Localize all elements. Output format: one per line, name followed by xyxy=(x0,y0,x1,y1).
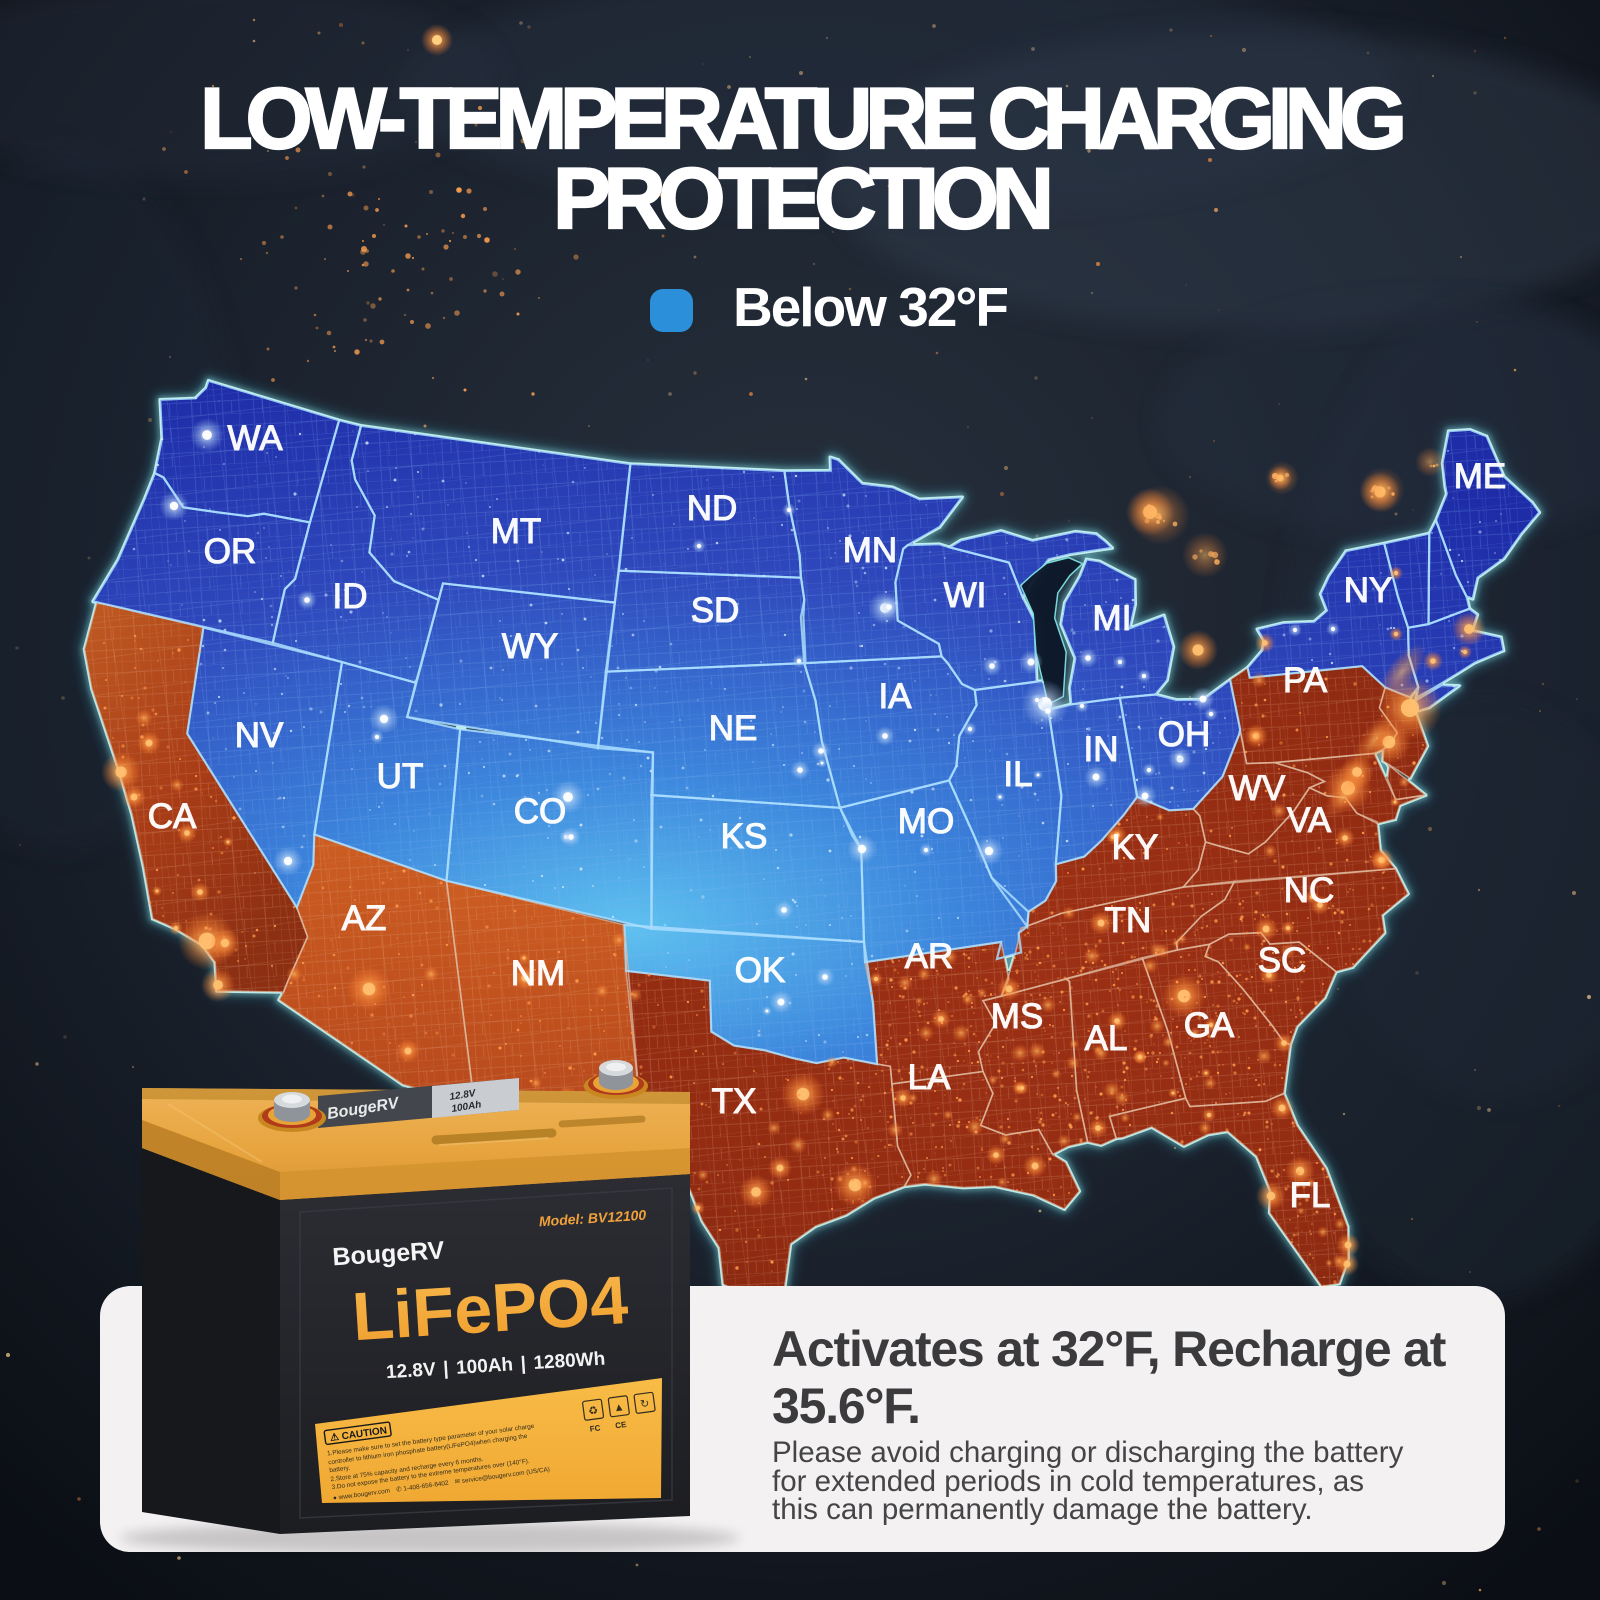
svg-text:ME: ME xyxy=(1454,457,1507,496)
svg-text:↻: ↻ xyxy=(639,1398,650,1411)
svg-text:AZ: AZ xyxy=(342,899,387,938)
svg-text:OR: OR xyxy=(204,532,257,571)
svg-text:PA: PA xyxy=(1283,661,1328,700)
svg-text:GA: GA xyxy=(1184,1006,1235,1045)
svg-text:SC: SC xyxy=(1258,941,1307,980)
svg-text:WA: WA xyxy=(227,419,283,458)
svg-text:WY: WY xyxy=(502,627,558,666)
svg-text:IN: IN xyxy=(1084,730,1119,769)
svg-text:VA: VA xyxy=(1287,801,1332,840)
svg-text:LA: LA xyxy=(908,1058,951,1097)
svg-text:CA: CA xyxy=(148,797,197,836)
svg-text:TN: TN xyxy=(1105,901,1152,940)
svg-text:FC: FC xyxy=(589,1423,601,1433)
svg-text:KS: KS xyxy=(721,817,768,856)
svg-text:AR: AR xyxy=(905,937,954,976)
svg-text:TX: TX xyxy=(712,1082,757,1121)
svg-text:100Ah: 100Ah xyxy=(451,1099,482,1115)
svg-text:KY: KY xyxy=(1112,828,1159,867)
svg-text:MO: MO xyxy=(898,802,954,841)
svg-text:MT: MT xyxy=(491,512,542,551)
svg-text:NY: NY xyxy=(1344,571,1393,610)
svg-text:AL: AL xyxy=(1085,1019,1128,1058)
svg-text:IL: IL xyxy=(1003,755,1032,794)
svg-text:NC: NC xyxy=(1284,871,1335,910)
svg-text:NM: NM xyxy=(511,954,565,993)
svg-text:CE: CE xyxy=(615,1420,628,1430)
svg-text:ND: ND xyxy=(687,489,738,528)
svg-text:IA: IA xyxy=(878,677,912,716)
svg-text:MN: MN xyxy=(843,531,897,570)
svg-text:battery.: battery. xyxy=(329,1465,351,1475)
svg-text:OH: OH xyxy=(1158,715,1211,754)
svg-text:MI: MI xyxy=(1093,599,1132,638)
svg-text:ID: ID xyxy=(333,577,368,616)
svg-text:NE: NE xyxy=(709,709,758,748)
svg-text:MS: MS xyxy=(991,997,1044,1036)
svg-text:Model: BV12100: Model: BV12100 xyxy=(538,1207,646,1230)
svg-text:FL: FL xyxy=(1290,1176,1331,1215)
svg-text:UT: UT xyxy=(377,757,424,796)
svg-text:▲: ▲ xyxy=(613,1401,625,1414)
svg-text:OK: OK xyxy=(735,951,786,990)
svg-text:12.8V: 12.8V xyxy=(449,1088,478,1103)
svg-text:♻: ♻ xyxy=(588,1405,599,1418)
svg-text:LiFePO4: LiFePO4 xyxy=(350,1262,630,1355)
svg-text:SD: SD xyxy=(691,591,740,630)
svg-text:CO: CO xyxy=(514,792,567,831)
svg-text:WI: WI xyxy=(944,576,987,615)
svg-text:NV: NV xyxy=(235,716,284,755)
svg-text:WV: WV xyxy=(1229,769,1286,808)
